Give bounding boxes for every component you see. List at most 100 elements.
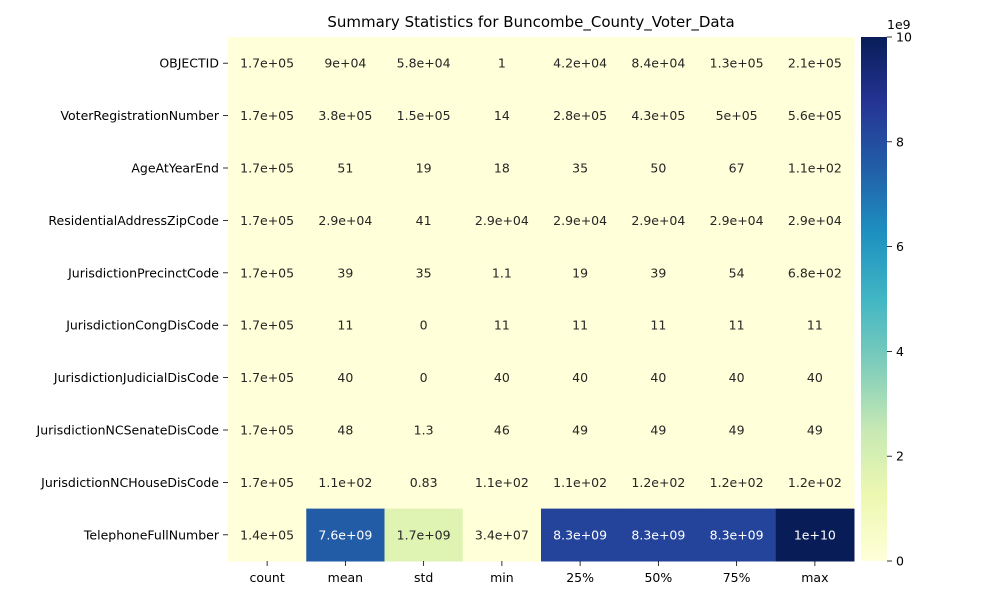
row-label: OBJECTID <box>159 56 219 71</box>
column-label: 25% <box>566 570 594 585</box>
heatmap-cell <box>384 508 464 562</box>
row-label: JurisdictionCongDisCode <box>65 318 219 333</box>
colorbar: 1e9 0 2 4 6 8 10 <box>861 17 912 569</box>
colorbar-offset-label: 1e9 <box>887 17 911 32</box>
cell-annotation: 1.7e+05 <box>240 265 294 280</box>
cell-annotation: 11 <box>337 318 353 333</box>
heatmap-cell <box>775 141 855 195</box>
cell-annotation: 5.8e+04 <box>397 56 451 71</box>
heatmap-cell <box>541 299 620 352</box>
column-label: std <box>414 570 433 585</box>
heatmap-cell <box>462 403 542 457</box>
cell-annotation: 7.6e+09 <box>318 527 372 542</box>
heatmap-cell <box>541 508 620 562</box>
heatmap-cell <box>384 141 464 195</box>
cell-annotation: 35 <box>572 161 588 176</box>
cell-annotation: 1e+10 <box>794 527 836 542</box>
heatmap-cell <box>228 141 307 195</box>
row-label: TelephoneFullNumber <box>83 527 220 542</box>
cell-annotation: 8.3e+09 <box>631 527 685 542</box>
column-label: 50% <box>644 570 672 585</box>
heatmap-cell <box>384 351 464 405</box>
heatmap-cell <box>697 508 777 562</box>
column-labels: count mean std min 25% 50% 75% max <box>249 561 828 585</box>
cell-annotation: 0 <box>420 318 428 333</box>
heatmap-cell <box>384 37 464 90</box>
cell-annotation: 2.1e+05 <box>788 56 842 71</box>
cell-annotation: 1.7e+05 <box>240 370 294 385</box>
heatmap-cell <box>619 89 698 143</box>
heatmap-cell <box>619 141 698 195</box>
cell-annotation: 1.7e+05 <box>240 56 294 71</box>
column-label: mean <box>328 570 363 585</box>
column-label: count <box>249 570 284 585</box>
row-label: JurisdictionNCSenateDisCode <box>36 423 220 438</box>
cell-annotation: 1.7e+05 <box>240 108 294 123</box>
cell-annotation: 18 <box>494 161 510 176</box>
heatmap-cell <box>697 351 777 405</box>
cell-annotation: 11 <box>807 318 823 333</box>
heatmap-cell <box>462 37 542 90</box>
heatmap-cell <box>697 89 777 143</box>
heatmap-cell <box>541 89 620 143</box>
heatmap-cell <box>697 37 777 90</box>
cell-annotation: 1.3 <box>414 423 434 438</box>
heatmap-cell <box>619 456 698 510</box>
heatmap-cell <box>228 37 307 90</box>
cell-annotation: 19 <box>416 161 432 176</box>
heatmap-cell <box>619 246 698 300</box>
heatmap-cell <box>619 351 698 405</box>
heatmap-cell <box>462 89 542 143</box>
row-label: VoterRegistrationNumber <box>60 108 219 123</box>
heatmap-cell <box>228 456 307 510</box>
cell-annotation: 39 <box>650 265 666 280</box>
heatmap-cell <box>462 299 542 352</box>
cell-annotation: 1.7e+05 <box>240 318 294 333</box>
heatmap-cell <box>619 403 698 457</box>
heatmap-cell <box>228 299 307 352</box>
heatmap-cell <box>384 89 464 143</box>
cell-annotation: 1.2e+02 <box>631 475 685 490</box>
cell-annotation: 1.2e+02 <box>710 475 764 490</box>
cell-annotation: 2.9e+04 <box>788 213 842 228</box>
heatmap-cell <box>306 351 385 405</box>
cell-annotation: 1.7e+05 <box>240 423 294 438</box>
colorbar-tick-label: 2 <box>896 449 904 464</box>
heatmap-cell <box>697 194 777 248</box>
heatmap-cell <box>619 299 698 352</box>
heatmap-cell <box>306 456 385 510</box>
cell-annotation: 19 <box>572 265 588 280</box>
cell-annotation: 50 <box>650 161 666 176</box>
cell-annotation: 1.1e+02 <box>475 475 529 490</box>
heatmap-cell <box>619 508 698 562</box>
cell-annotation: 41 <box>416 213 432 228</box>
cell-annotation: 54 <box>729 265 745 280</box>
cell-annotation: 3.8e+05 <box>318 108 372 123</box>
row-labels: OBJECTID VoterRegistrationNumber AgeAtYear… <box>36 56 228 542</box>
cell-annotation: 51 <box>337 161 353 176</box>
heatmap-cell <box>619 194 698 248</box>
heatmap-cell <box>306 403 385 457</box>
heatmap-cell <box>384 299 464 352</box>
heatmap-cell <box>697 403 777 457</box>
heatmap-cell <box>541 141 620 195</box>
heatmap-cell <box>541 246 620 300</box>
colorbar-tick-label: 10 <box>896 30 912 45</box>
cell-annotation: 0 <box>420 370 428 385</box>
cell-annotation: 2.9e+04 <box>318 213 372 228</box>
heatmap-cell <box>384 194 464 248</box>
heatmap-cell <box>775 299 855 352</box>
heatmap-cell <box>541 403 620 457</box>
heatmap-cell <box>306 89 385 143</box>
cell-annotation: 1.1 <box>492 265 512 280</box>
cell-annotation: 5e+05 <box>716 108 758 123</box>
cell-annotation: 8.3e+09 <box>710 527 764 542</box>
cell-annotation: 1 <box>498 56 506 71</box>
cell-annotation: 2.8e+05 <box>553 108 607 123</box>
colorbar-tick-label: 8 <box>896 134 904 149</box>
heatmap-cell <box>462 508 542 562</box>
heatmap-cells <box>228 37 855 562</box>
heatmap-cell <box>228 403 307 457</box>
heatmap-cell <box>462 141 542 195</box>
heatmap-cell <box>775 351 855 405</box>
